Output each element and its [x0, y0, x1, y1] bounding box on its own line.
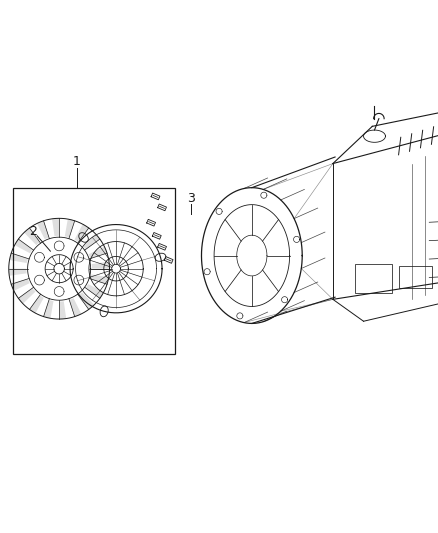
Bar — [399, 265, 432, 288]
Bar — [355, 264, 392, 293]
Text: 3: 3 — [187, 192, 194, 205]
Text: 1: 1 — [73, 155, 81, 168]
Text: 2: 2 — [29, 225, 37, 238]
Bar — [13, 188, 175, 354]
